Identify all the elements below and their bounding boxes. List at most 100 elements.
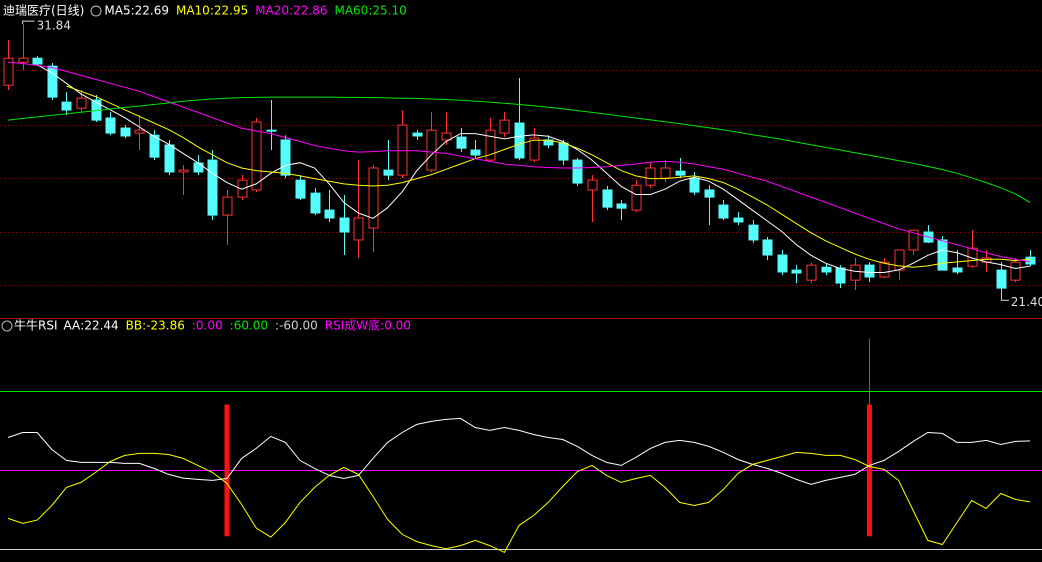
candle-body [952, 267, 963, 273]
candle-body [295, 179, 306, 199]
legend-name: RSI成W底 [325, 318, 380, 333]
legend-separator: : [80, 319, 84, 333]
price-label: 21.40 [1011, 295, 1042, 309]
candle-body [456, 136, 467, 149]
chart-title: 迪瑞医疗(日线) [3, 4, 84, 18]
legend-name: MA5 [104, 4, 130, 18]
candle-body [441, 132, 452, 141]
legend-value: 22.44 [84, 319, 118, 333]
candle-body [806, 264, 817, 281]
ma-line [36, 64, 1031, 273]
candle-body [251, 121, 262, 191]
candle-body [61, 101, 72, 111]
legend-name: AA [64, 319, 82, 333]
ma-line [7, 61, 1031, 263]
candle-body [397, 124, 408, 176]
legend-separator: : [289, 4, 293, 18]
legend-separator: : [368, 4, 372, 18]
candle-body [704, 189, 715, 198]
legend-value: 22.86 [293, 4, 327, 18]
indicator-line [7, 451, 1031, 554]
candle-body [894, 249, 905, 271]
candle-body [587, 179, 598, 191]
legend-name: MA20 [255, 4, 289, 18]
candle-body [32, 57, 43, 65]
legend-value: 60.00 [234, 319, 268, 333]
candle-body [222, 196, 233, 216]
menu-icon-circle[interactable] [1, 320, 13, 332]
candle-body [120, 127, 131, 137]
menu-icon-circle[interactable] [90, 5, 102, 17]
candle-body [791, 269, 802, 274]
candle-body [76, 97, 87, 109]
menu-icon[interactable] [90, 5, 102, 17]
candle-body [864, 264, 875, 278]
candle-body [996, 269, 1007, 289]
candle-body [660, 167, 671, 179]
legend-value: 0.00 [384, 319, 411, 333]
candle-body [3, 57, 14, 86]
candle-body [1010, 261, 1021, 281]
menu-icon[interactable] [1, 320, 13, 332]
legend-name: MA10 [176, 4, 210, 18]
candle-body [353, 217, 364, 241]
candle-body [412, 132, 423, 137]
candle-body [850, 264, 861, 281]
candle-body [718, 204, 729, 219]
candle-body [134, 129, 145, 134]
legend-value: -60.00 [279, 319, 318, 333]
candle-body [762, 239, 773, 256]
candle-body [572, 159, 583, 184]
candle-body [616, 203, 627, 209]
legend-separator: : [380, 319, 384, 333]
candle-body [529, 137, 540, 161]
price-label: 31.84 [37, 19, 71, 33]
candle-body [1025, 256, 1036, 265]
candle-body [748, 224, 759, 241]
candle-body [47, 65, 58, 98]
candle-body [368, 167, 379, 229]
legend-value: 22.69 [135, 4, 169, 18]
candle-body [18, 57, 29, 63]
candle-body [937, 239, 948, 271]
candle-body [821, 266, 832, 273]
candle-body [645, 167, 656, 186]
ma-line [7, 96, 1031, 203]
candle-body [324, 209, 335, 219]
signal-bar [224, 404, 230, 537]
candle-body [835, 267, 846, 284]
candle-body [733, 217, 744, 223]
legend-separator: : [275, 319, 279, 333]
candle-body [485, 129, 496, 161]
candle-body [908, 229, 919, 251]
price-marker [22, 20, 35, 25]
candle-body [207, 159, 218, 216]
legend-value: -23.86 [146, 319, 185, 333]
legend-separator: : [192, 319, 196, 333]
candle-body [470, 149, 481, 156]
candle-body [164, 144, 175, 173]
candle-body [689, 177, 700, 193]
candle-body [602, 189, 613, 208]
signal-bar [866, 404, 872, 537]
candle-body [339, 217, 350, 233]
indicator-line [7, 417, 1031, 485]
legend-value: 25.10 [372, 4, 406, 18]
legend-name: BB [126, 319, 142, 333]
candle-body [280, 139, 291, 176]
indicator-title: 牛牛RSI [14, 318, 58, 333]
candle-body [193, 162, 204, 173]
candle-body [967, 247, 978, 267]
legend-separator: : [230, 319, 234, 333]
candle-body [266, 129, 277, 132]
legend-value: 22.95 [214, 4, 248, 18]
candle-body [558, 142, 569, 161]
legend-separator: : [142, 319, 146, 333]
ma-line [66, 85, 1031, 268]
candle-body [310, 192, 321, 214]
candle-body [383, 169, 394, 176]
legend-value: 0.00 [196, 319, 223, 333]
candle-body [105, 117, 116, 134]
candle-body [631, 184, 642, 211]
